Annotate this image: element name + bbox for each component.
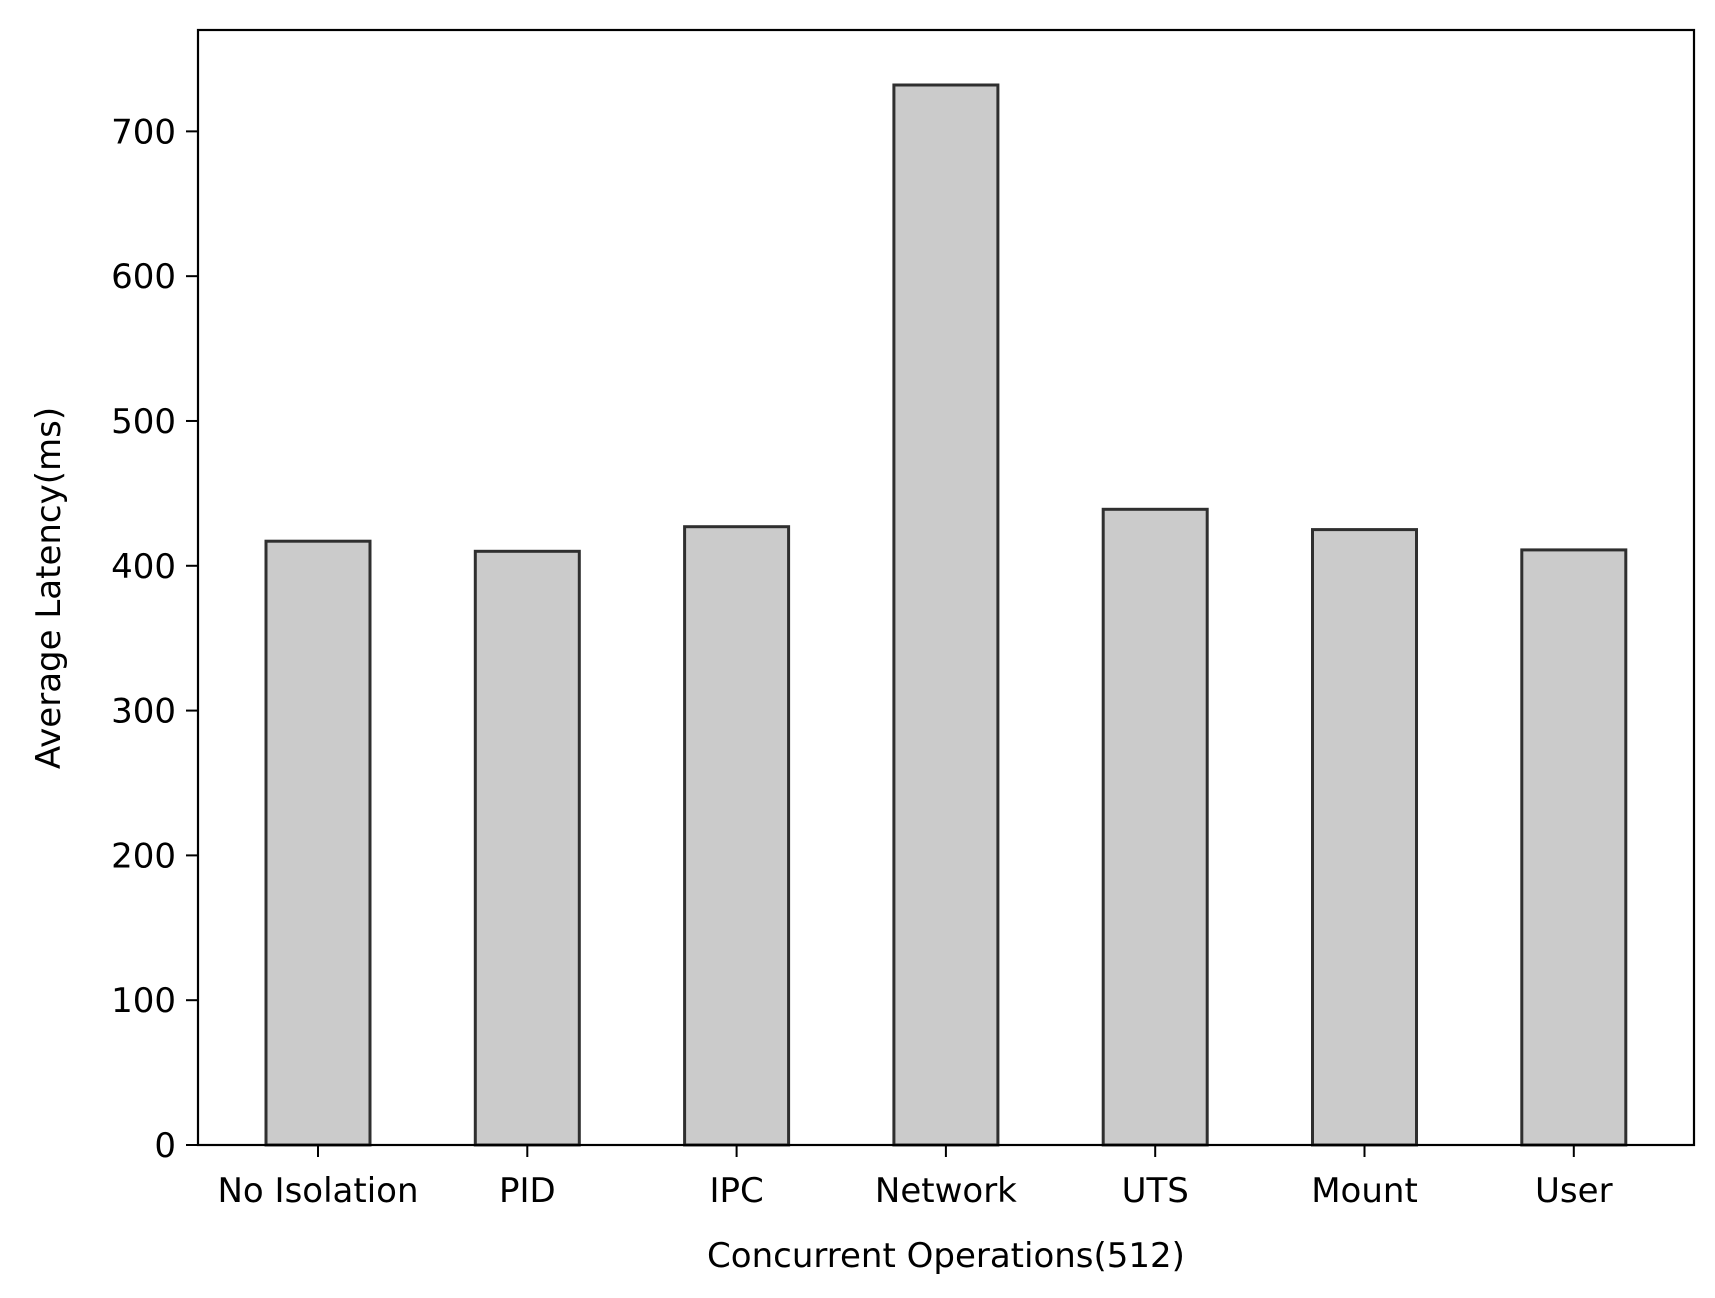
y-axis-ticks: 0 100 200 300 400 500 600 700 [111,112,198,1166]
bar-pid [473,549,581,1147]
y-tick-label: 400 [111,547,176,587]
x-tick-label: No Isolation [218,1171,419,1211]
bars [264,83,1628,1147]
x-tick-label: IPC [709,1171,763,1211]
y-tick-label: 0 [154,1126,176,1166]
y-tick-label: 600 [111,257,176,297]
x-tick-label: PID [499,1171,556,1211]
bar-user [1520,548,1628,1147]
y-axis-title: Average Latency(ms) [29,407,69,769]
x-tick-label: UTS [1122,1171,1189,1211]
x-tick-label: Mount [1311,1171,1418,1211]
bar-ipc [683,525,791,1147]
bar-no-isolation [264,539,372,1147]
y-tick-label: 700 [111,112,176,152]
x-axis-ticks: No Isolation PID IPC Network UTS Mount User [218,1145,1613,1211]
bar-mount [1311,528,1418,1147]
x-axis-title: Concurrent Operations(512) [707,1236,1185,1276]
x-tick-label: Network [875,1171,1017,1211]
y-tick-label: 300 [111,692,176,732]
bar-uts [1101,507,1209,1147]
bar-network [892,83,1000,1147]
y-tick-label: 100 [111,981,176,1021]
y-tick-label: 200 [111,836,176,876]
x-tick-label: User [1535,1171,1613,1211]
y-tick-label: 500 [111,402,176,442]
